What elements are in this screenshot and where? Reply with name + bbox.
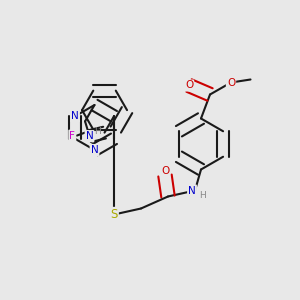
Text: H: H	[94, 127, 101, 136]
Text: O: O	[227, 77, 235, 88]
Text: O: O	[161, 166, 169, 176]
Text: O: O	[185, 80, 193, 91]
Text: N: N	[71, 111, 79, 121]
Text: H: H	[199, 190, 206, 200]
Text: N: N	[86, 131, 93, 141]
Text: N: N	[188, 185, 196, 196]
Text: N: N	[91, 145, 98, 155]
Text: S: S	[110, 208, 118, 221]
Text: F: F	[69, 130, 75, 141]
